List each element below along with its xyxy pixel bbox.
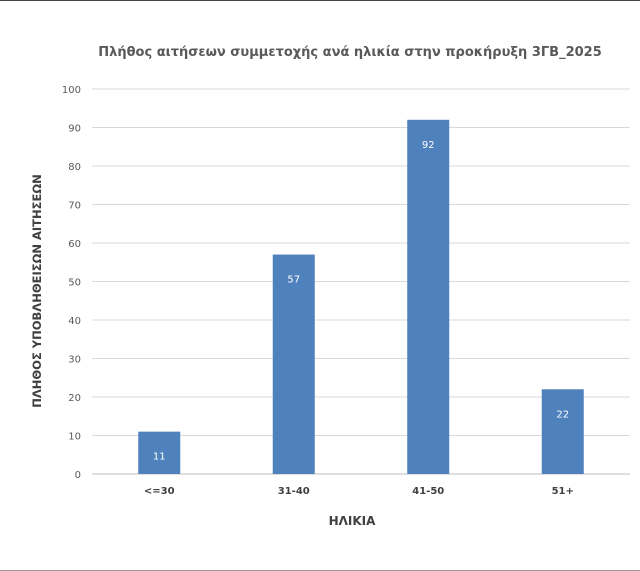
data-label: 57 bbox=[287, 275, 300, 286]
x-tick-label: <=30 bbox=[144, 486, 175, 497]
y-axis-label: ΠΛΗΘΟΣ ΥΠΟΒΛΗΘΕΙΣΩΝ ΑΙΤΗΣΕΩΝ bbox=[30, 174, 44, 408]
bar bbox=[138, 431, 181, 474]
x-tick-label: 31-40 bbox=[278, 486, 310, 497]
x-tick-label: 51+ bbox=[552, 486, 574, 497]
y-tick-label: 60 bbox=[68, 239, 81, 250]
y-tick-label: 100 bbox=[62, 85, 81, 96]
data-label: 92 bbox=[422, 140, 435, 151]
y-tick-label: 40 bbox=[68, 316, 81, 327]
y-tick-label: 10 bbox=[68, 432, 81, 443]
x-axis-label: ΗΛΙΚΙΑ bbox=[329, 514, 377, 528]
chart-title: Πλήθος αιτήσεων συμμετοχής ανά ηλικία στ… bbox=[98, 45, 602, 60]
bar bbox=[407, 119, 450, 475]
y-tick-label: 30 bbox=[68, 355, 81, 366]
x-tick-label: 41-50 bbox=[412, 486, 444, 497]
y-tick-label: 70 bbox=[68, 201, 81, 212]
y-tick-label: 20 bbox=[68, 393, 81, 404]
y-tick-label: 90 bbox=[68, 124, 81, 135]
y-tick-label: 50 bbox=[68, 278, 81, 289]
y-tick-label: 80 bbox=[68, 162, 81, 173]
bar bbox=[541, 389, 584, 474]
y-tick-label: 0 bbox=[75, 470, 81, 481]
bar bbox=[272, 254, 315, 474]
data-label: 22 bbox=[556, 409, 569, 420]
data-label: 11 bbox=[153, 452, 166, 463]
